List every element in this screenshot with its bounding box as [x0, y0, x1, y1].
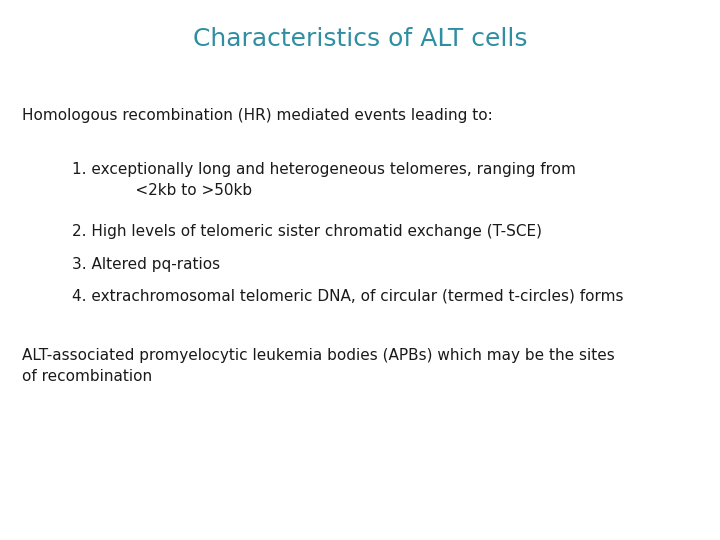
- Text: Characteristics of ALT cells: Characteristics of ALT cells: [193, 27, 527, 51]
- Text: 2. High levels of telomeric sister chromatid exchange (T-SCE): 2. High levels of telomeric sister chrom…: [72, 224, 542, 239]
- Text: 4. extrachromosomal telomeric DNA, of circular (termed t-circles) forms: 4. extrachromosomal telomeric DNA, of ci…: [72, 289, 624, 304]
- Text: 1. exceptionally long and heterogeneous telomeres, ranging from
             <2k: 1. exceptionally long and heterogeneous …: [72, 162, 576, 198]
- Text: 3. Altered pq-ratios: 3. Altered pq-ratios: [72, 256, 220, 272]
- Text: Homologous recombination (HR) mediated events leading to:: Homologous recombination (HR) mediated e…: [22, 108, 492, 123]
- Text: ALT-associated promyelocytic leukemia bodies (APBs) which may be the sites
of re: ALT-associated promyelocytic leukemia bo…: [22, 348, 614, 384]
